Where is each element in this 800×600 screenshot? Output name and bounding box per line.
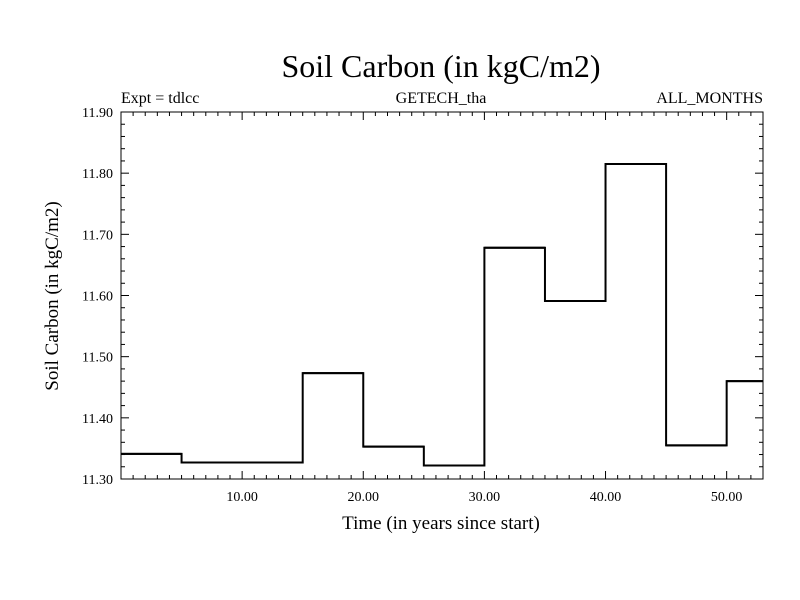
x-tick-label: 20.00 xyxy=(348,490,380,505)
x-tick-label: 50.00 xyxy=(711,490,743,505)
y-tick-label: 11.40 xyxy=(82,412,113,427)
series-line xyxy=(121,162,763,467)
y-tick-label: 11.80 xyxy=(82,167,113,182)
y-axis: 11.30 11.40 11.50 11.60 11.70 11.80 11.90 xyxy=(82,106,763,488)
y-axis-label: Soil Carbon (in kgC/m2) xyxy=(42,201,63,390)
header-center-label: GETECH_tha xyxy=(396,90,487,107)
x-tick-label: 40.00 xyxy=(590,490,622,505)
y-tick-label: 11.70 xyxy=(82,228,113,243)
y-tick-label: 11.50 xyxy=(82,351,113,366)
header-left-label: Expt = tdlcc xyxy=(121,90,199,107)
x-tick-label: 30.00 xyxy=(469,490,501,505)
data-series xyxy=(121,162,763,467)
x-tick-label: 10.00 xyxy=(226,490,258,505)
chart-title: Soil Carbon (in kgC/m2) xyxy=(281,48,600,84)
y-tick-label: 11.90 xyxy=(82,106,113,121)
x-axis-label: Time (in years since start) xyxy=(342,513,540,534)
x-axis: 10.00 20.00 30.00 40.00 50.00 xyxy=(132,112,764,505)
y-tick-label: 11.30 xyxy=(82,473,113,488)
header-right-label: ALL_MONTHS xyxy=(656,90,763,107)
y-tick-label: 11.60 xyxy=(82,290,113,305)
